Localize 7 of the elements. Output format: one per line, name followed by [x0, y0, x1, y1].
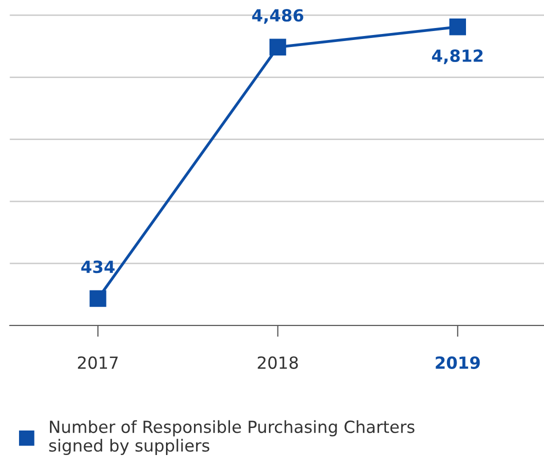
x-tick-label: 2019 [436, 356, 480, 369]
data-label: 4,486 [252, 9, 304, 24]
legend-label: Number of Responsible Purchasing Charters signed by suppliers [49, 420, 414, 455]
x-tick-label: 2018 [258, 356, 298, 369]
data-label: 4,812 [432, 49, 483, 64]
data-label: 434 [81, 260, 115, 274]
x-tick-label: 2017 [78, 356, 118, 369]
